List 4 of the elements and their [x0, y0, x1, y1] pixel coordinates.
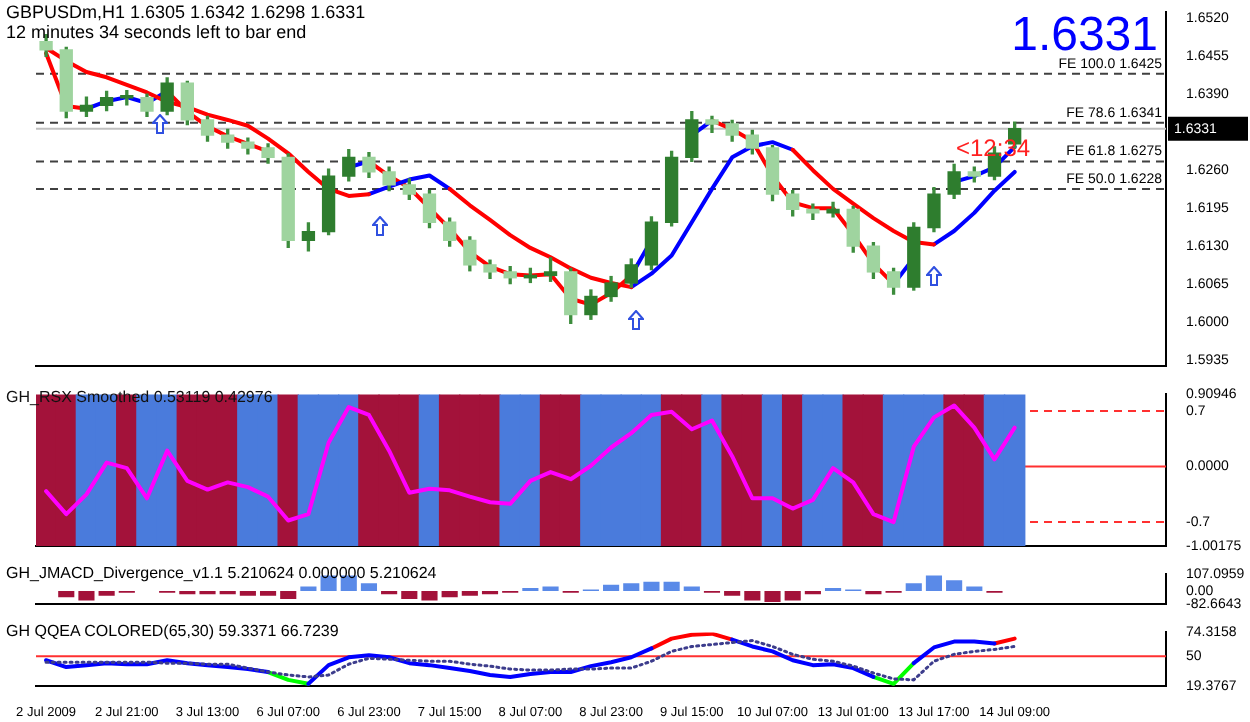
- annotation: 12 minutes 34 seconds left to bar end: [6, 22, 307, 42]
- annotation: GH QQEA COLORED(65,30) 59.3371 66.7239: [6, 622, 339, 640]
- annotation: GBPUSDm,H1 1.6305 1.6342 1.6298 1.6331: [6, 2, 366, 22]
- annotation: GH_JMACD_Divergence_v1.1 5.210624 0.000000 5.210624: [6, 564, 437, 582]
